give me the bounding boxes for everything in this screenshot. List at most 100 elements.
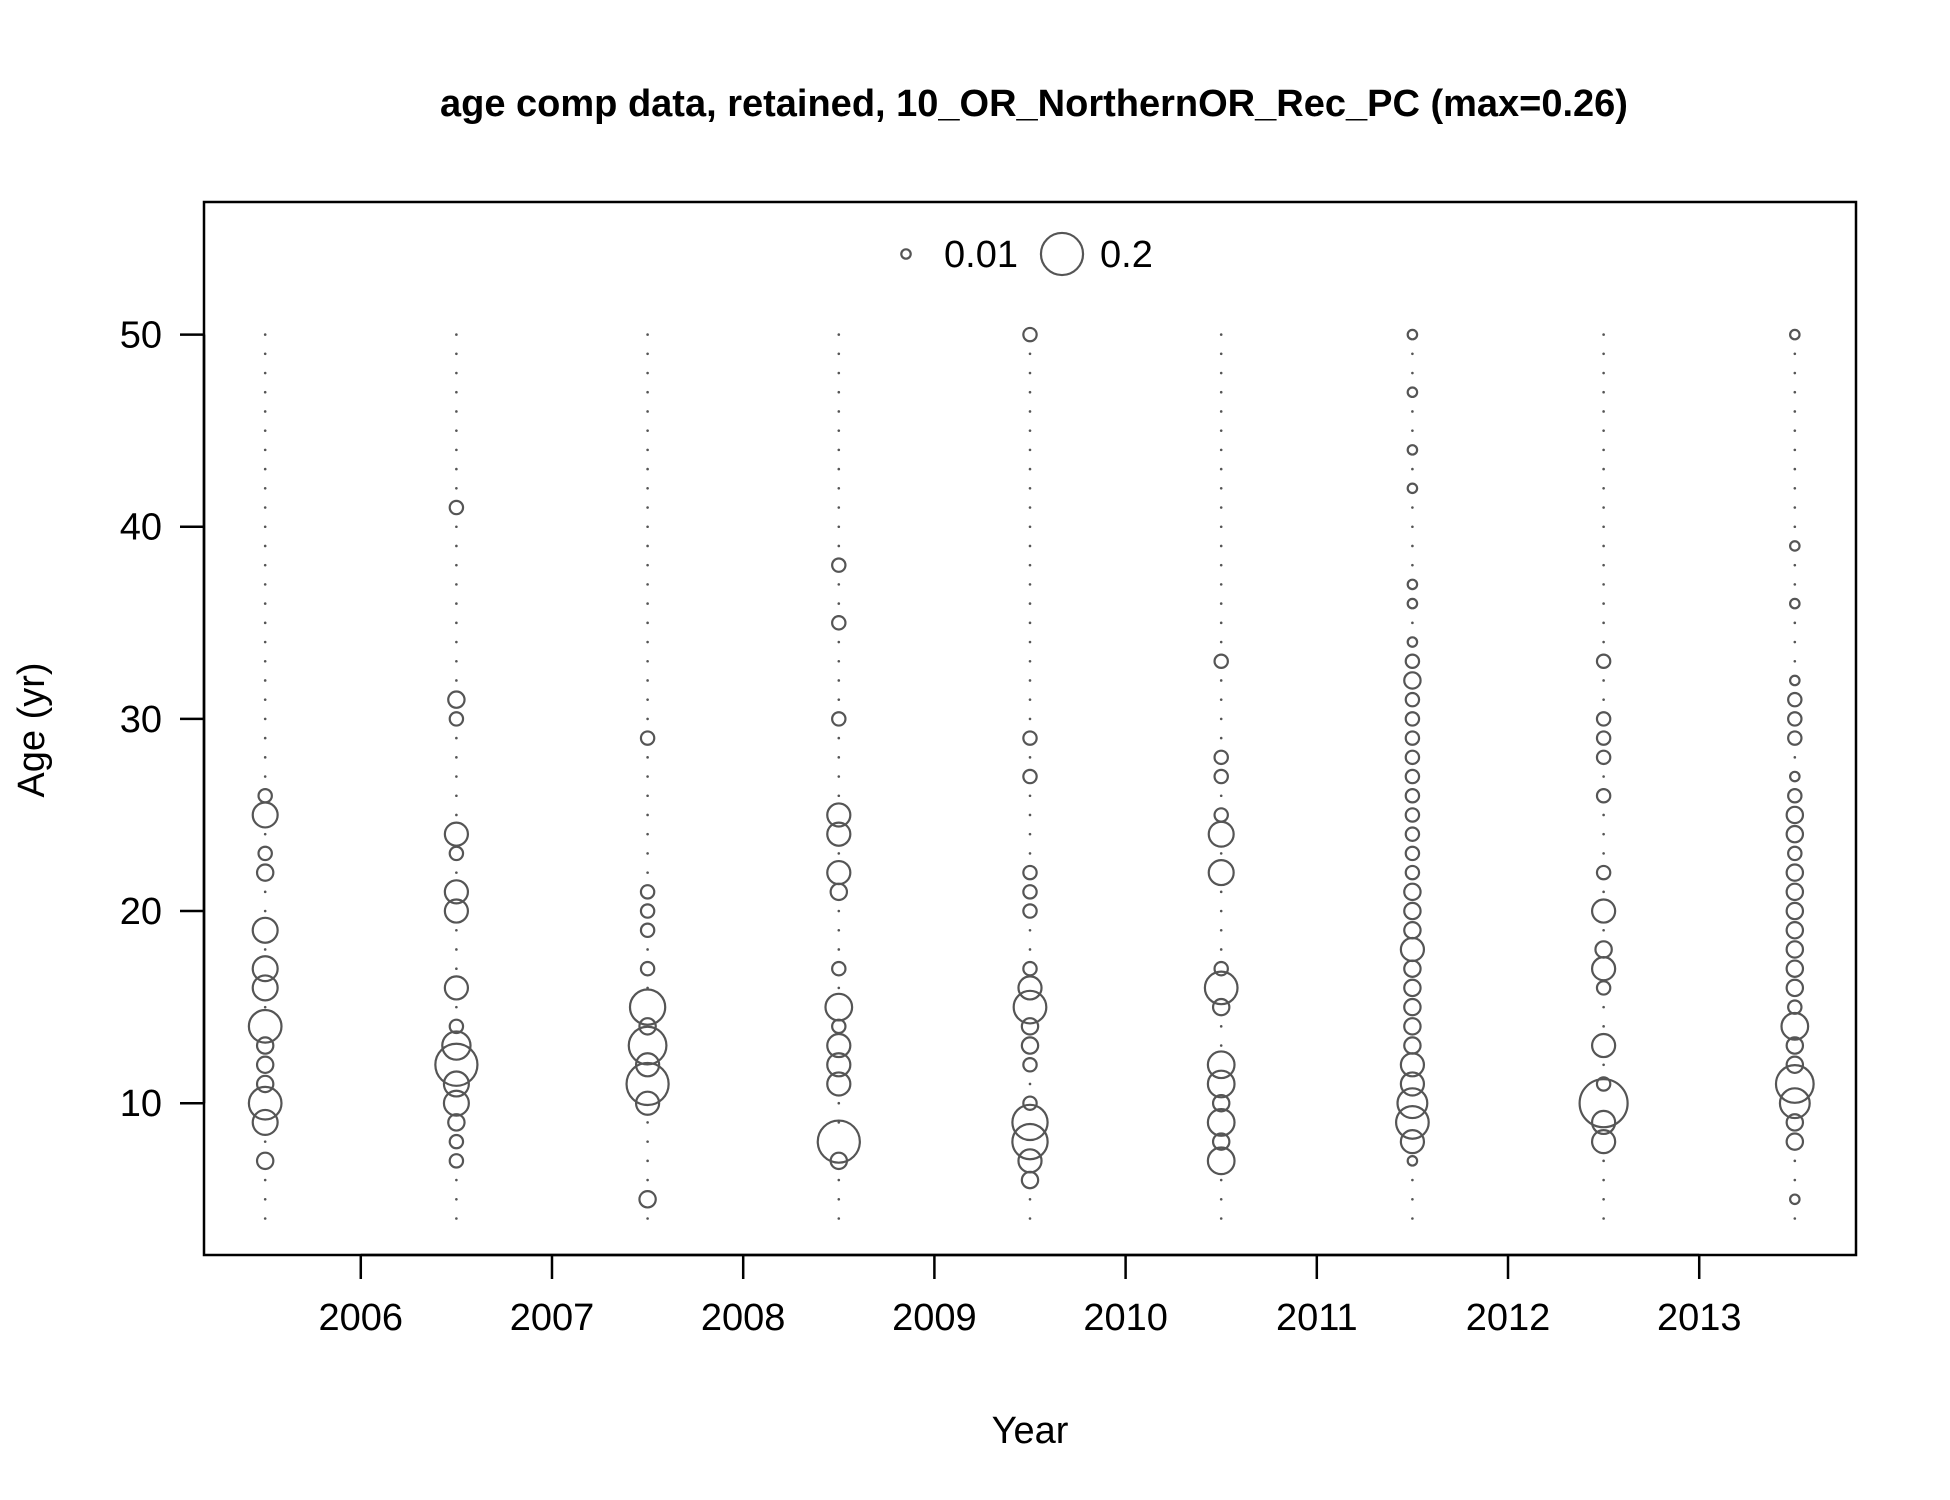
zero-point [837,333,841,336]
bubble [639,903,656,919]
bubble [1785,805,1805,825]
zero-point [837,352,841,356]
zero-point [1028,1197,1032,1201]
bubble [442,1089,470,1117]
zero-point [646,813,649,817]
zero-point [1793,506,1797,509]
zero-point [837,1101,841,1105]
zero-point [263,698,267,701]
bubble [255,1036,275,1055]
zero-point [263,506,267,509]
zero-point [1219,544,1223,548]
zero-point [455,640,458,644]
bubble [1785,1036,1805,1055]
bubble [1213,653,1229,670]
bubble [1403,921,1422,940]
x-tick-label: 2008 [701,1297,786,1339]
bubble [1022,326,1038,343]
zero-point [837,410,841,413]
zero-point [263,563,267,567]
zero-point [263,1217,267,1220]
bubble [1211,997,1231,1017]
zero-point [455,928,458,932]
zero-point [1411,467,1414,471]
zero-point [455,410,458,413]
zero-point [1028,487,1032,490]
zero-point [455,967,458,970]
bubble [1022,1057,1038,1073]
zero-point [646,621,649,625]
zero-point [263,429,267,432]
bubble [1406,636,1419,648]
zero-point [1219,909,1223,913]
zero-point [263,1005,267,1009]
bubble [255,1055,275,1075]
y-tick-label: 30 [120,699,162,741]
legend-label: 0.2 [1100,234,1153,276]
zero-point [1028,948,1032,951]
zero-point [1602,640,1605,644]
zero-point [1793,583,1797,586]
bubble [639,922,656,939]
zero-point [1028,852,1032,855]
zero-point [837,1217,841,1220]
bubble [1774,1064,1815,1104]
zero-point [1219,1178,1223,1182]
zero-point [1411,525,1414,529]
bubble [638,1017,657,1036]
bubble [1590,1129,1617,1155]
zero-point [1411,352,1414,356]
zero-point [837,852,841,855]
zero-point [1411,1217,1414,1220]
zero-point [646,1121,649,1124]
y-tick-label: 50 [120,315,162,357]
zero-point [1602,467,1605,471]
bubble [1595,749,1612,766]
zero-point [1602,852,1605,855]
bubble [1785,940,1805,959]
zero-point [1602,525,1605,529]
bubble [1789,674,1801,687]
zero-point [1028,832,1032,836]
zero-point [1219,794,1223,798]
bubble [826,1071,852,1097]
bubble [1403,1036,1422,1055]
bubble [1404,711,1421,727]
y-tick-label: 40 [120,507,162,549]
zero-point [263,333,267,336]
zero-point [263,621,267,625]
zero-point [455,448,458,452]
bubble [443,975,470,1001]
zero-point [1602,1217,1605,1220]
zero-point [1793,410,1797,413]
bubble [1399,1071,1426,1097]
x-tick-label: 2009 [892,1297,977,1339]
zero-point [1411,1197,1414,1201]
bubble [1406,1155,1419,1167]
zero-point [455,525,458,529]
bubble [1787,845,1803,862]
zero-point [1219,410,1223,413]
zero-point [646,371,649,375]
zero-point [455,775,458,778]
zero-point [263,775,267,778]
zero-point [455,352,458,356]
zero-point [646,717,649,721]
zero-point [1602,583,1605,586]
zero-point [263,659,267,663]
zero-point [1602,544,1605,548]
bubble [1785,1113,1805,1132]
bubble [1595,730,1612,746]
bubble [1595,980,1612,996]
zero-point [1219,717,1223,721]
zero-point [263,1178,267,1182]
zero-point [1411,563,1414,567]
zero-point [1411,621,1414,625]
bubble [1206,1108,1236,1137]
legend-marker [900,248,912,260]
bubble [831,711,847,727]
zero-point [1028,352,1032,356]
y-tick-label: 20 [120,891,162,933]
bubble [1789,540,1801,552]
zero-point [1793,429,1797,432]
